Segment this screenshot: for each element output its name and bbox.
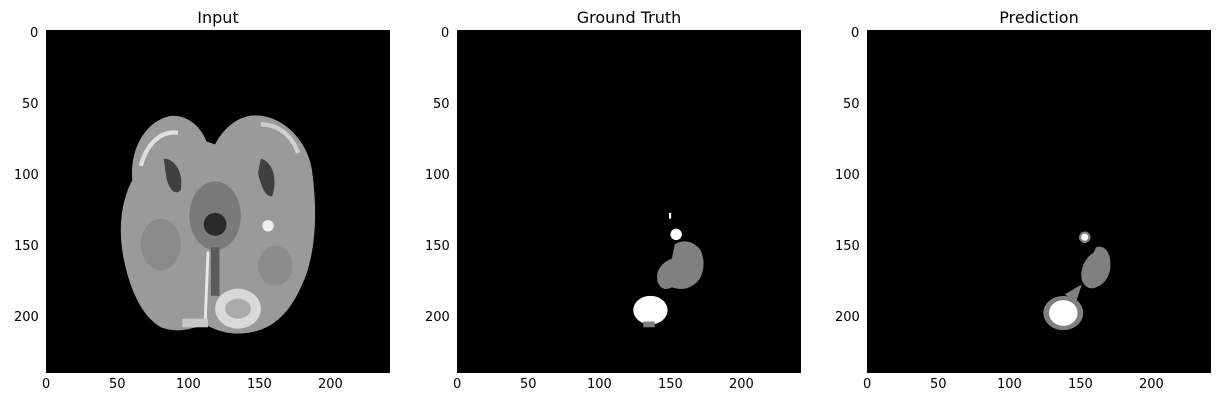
panel-ground-truth: Ground Truth 0 50 100 150 200 0 50 100 1… xyxy=(411,0,811,407)
x-tick-label: 150 xyxy=(1068,377,1093,392)
panel-title-ground-truth: Ground Truth xyxy=(576,8,682,27)
panel-title-prediction: Prediction xyxy=(999,8,1079,27)
panel-prediction: Prediction 0 50 100 150 200 0 50 100 150… xyxy=(821,0,1221,407)
x-tick-label: 200 xyxy=(1139,377,1164,392)
x-tick-label: 0 xyxy=(863,377,872,392)
x-tick-label: 50 xyxy=(109,377,126,392)
x-tick-label: 200 xyxy=(729,377,754,392)
panel-input: Input 0 50 xyxy=(0,0,400,407)
axes-prediction xyxy=(867,30,1211,373)
x-tick-label: 200 xyxy=(318,377,343,392)
y-tick-label: 100 xyxy=(14,168,39,183)
y-tick-label: 200 xyxy=(835,310,860,325)
mri-brain-image xyxy=(46,30,390,373)
y-tick-label: 150 xyxy=(14,239,39,254)
x-tick-label: 100 xyxy=(997,377,1022,392)
y-tick-label: 0 xyxy=(851,26,860,41)
y-tick-label: 50 xyxy=(22,97,39,112)
panel-title-input: Input xyxy=(197,8,239,27)
x-tick-label: 100 xyxy=(587,377,612,392)
y-tick-label: 50 xyxy=(843,97,860,112)
y-tick-label: 200 xyxy=(425,310,450,325)
x-tick-label: 150 xyxy=(658,377,683,392)
y-tick-label: 50 xyxy=(433,97,450,112)
x-tick-label: 50 xyxy=(930,377,947,392)
y-tick-label: 0 xyxy=(30,26,39,41)
y-tick-label: 100 xyxy=(425,168,450,183)
x-tick-label: 150 xyxy=(247,377,272,392)
ground-truth-mask xyxy=(457,30,801,373)
axes-ground-truth xyxy=(457,30,801,373)
y-tick-label: 150 xyxy=(835,239,860,254)
y-tick-label: 150 xyxy=(425,239,450,254)
axes-input xyxy=(46,30,390,373)
y-tick-label: 0 xyxy=(441,26,450,41)
y-tick-label: 100 xyxy=(835,168,860,183)
x-tick-label: 0 xyxy=(42,377,51,392)
x-tick-label: 0 xyxy=(453,377,462,392)
prediction-mask xyxy=(867,30,1211,373)
y-tick-label: 200 xyxy=(14,310,39,325)
x-tick-label: 50 xyxy=(520,377,537,392)
x-tick-label: 100 xyxy=(176,377,201,392)
